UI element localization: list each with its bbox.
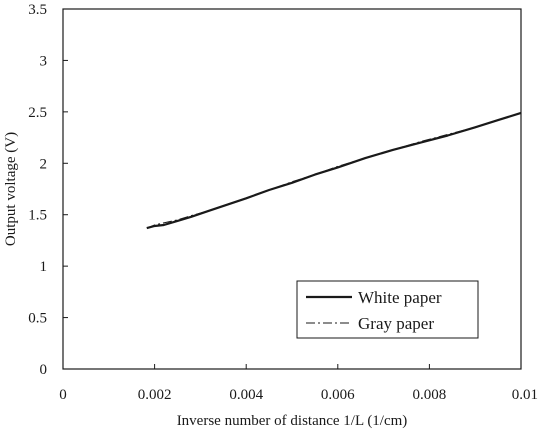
legend: White paper Gray paper — [296, 280, 479, 339]
x-tick-label: 0 — [59, 387, 67, 403]
x-axis: 0 0.002 0.004 0.006 0.008 0.01 — [59, 364, 538, 403]
legend-box — [296, 280, 479, 339]
x-axis-title: Inverse number of distance 1/L (1/cm) — [177, 413, 408, 429]
series-line-white-paper — [146, 111, 522, 230]
y-axis-title: Output voltage (V) — [3, 132, 19, 246]
series-layer — [146, 111, 522, 230]
y-tick-label: 3.5 — [28, 2, 47, 18]
y-tick-label: 0 — [40, 362, 48, 378]
legend-label-gray-paper: Gray paper — [358, 314, 434, 333]
y-tick-label: 3 — [40, 53, 48, 69]
x-tick-label: 0.01 — [512, 387, 538, 403]
y-tick-label: 2 — [40, 156, 48, 172]
y-axis: 0 0.5 1 1.5 2 2.5 3 3.5 — [28, 2, 68, 378]
x-tick-label: 0.006 — [321, 387, 355, 403]
x-tick-label: 0.008 — [413, 387, 447, 403]
x-tick-label: 0.002 — [138, 387, 172, 403]
plot-area — [62, 8, 522, 370]
y-tick-label: 1.5 — [28, 208, 47, 224]
legend-label-white-paper: White paper — [358, 288, 442, 307]
y-tick-label: 1 — [40, 259, 48, 275]
y-tick-label: 2.5 — [28, 105, 47, 121]
y-tick-label: 0.5 — [28, 311, 47, 327]
x-tick-label: 0.004 — [229, 387, 263, 403]
